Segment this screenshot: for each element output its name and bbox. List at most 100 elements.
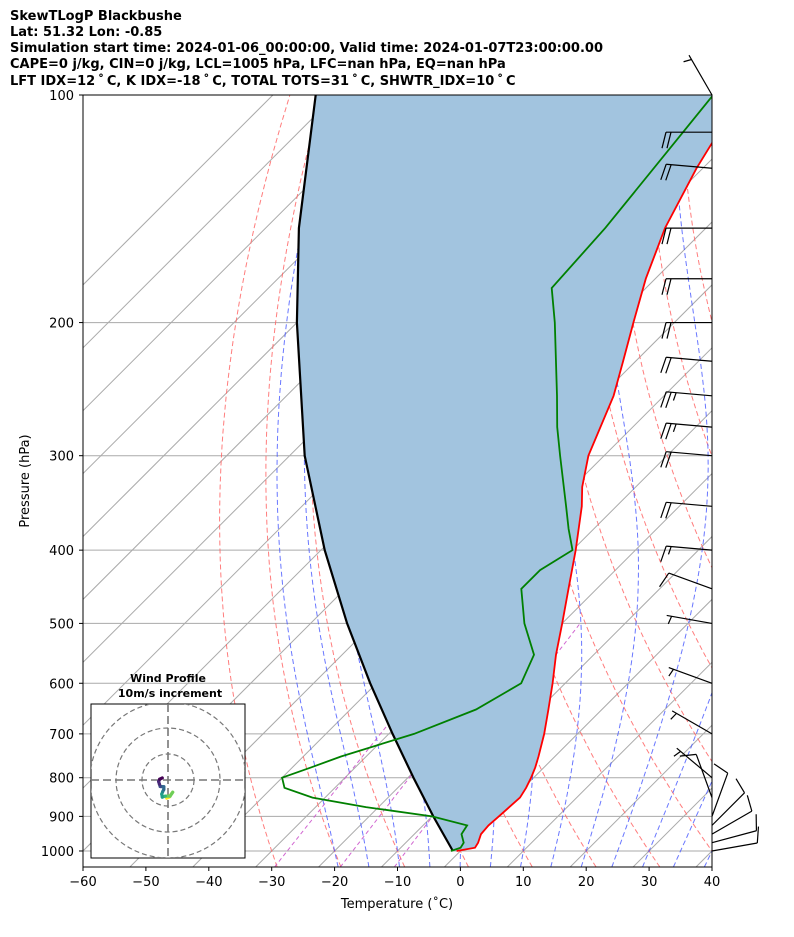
hodograph-title: Wind Profile — [130, 672, 206, 685]
barb-flag — [661, 278, 667, 295]
barb-flag — [665, 357, 672, 374]
wind-barb — [660, 545, 713, 562]
barb-flag — [666, 278, 672, 295]
dry-adiabat — [265, 95, 342, 867]
isotherm-line — [83, 95, 274, 286]
barb-flag — [756, 826, 760, 844]
barb-flag — [713, 763, 729, 774]
moist-adiabat — [580, 95, 639, 867]
temperature-line — [456, 141, 712, 852]
barb-flag — [660, 545, 667, 562]
x-tick-label: −30 — [258, 875, 285, 890]
barb-shaft — [688, 54, 713, 96]
y-tick-label: 900 — [49, 810, 74, 825]
time-line: Simulation start time: 2024-01-06_00:00:… — [10, 41, 603, 56]
cape-line: CAPE=0 j/kg, CIN=0 j/kg, LCL=1005 hPa, L… — [10, 57, 506, 72]
barb-shaft — [671, 710, 713, 735]
barb-half-flag — [668, 668, 674, 677]
wind-barb — [711, 763, 729, 817]
y-tick-label: 300 — [49, 450, 74, 465]
wind-barb — [661, 278, 712, 295]
hodograph-inset: Wind Profile 10m/s increment — [90, 672, 246, 859]
barb-shaft — [676, 747, 713, 779]
x-tick-label: 10 — [515, 875, 532, 890]
barb-shaft — [666, 422, 713, 428]
wind-barb — [660, 391, 713, 409]
barb-half-flag — [672, 423, 677, 432]
barb-flag — [661, 227, 667, 245]
chart-title: SkewTLogP Blackbushe — [10, 9, 182, 24]
barb-flag — [660, 357, 667, 374]
y-tick-label: 400 — [49, 544, 74, 559]
isotherm-line — [83, 95, 337, 349]
moist-adiabat — [642, 691, 712, 867]
y-tick-label: 200 — [49, 317, 74, 332]
isotherm-line — [695, 850, 712, 867]
y-tick-label: 100 — [49, 89, 74, 104]
barb-shaft — [711, 772, 729, 817]
wind-barb — [661, 227, 712, 245]
isotherm-line — [83, 95, 400, 412]
wind-barb — [711, 814, 758, 844]
barb-flag — [660, 391, 667, 408]
barb-flag — [660, 422, 667, 439]
barb-shaft — [666, 451, 713, 457]
dewpoint-line — [281, 95, 712, 852]
y-tick-label: 700 — [49, 728, 74, 743]
x-tick-label: −60 — [69, 875, 96, 890]
moist-adiabat — [611, 95, 709, 867]
barb-shaft — [666, 501, 713, 507]
barb-shaft — [666, 163, 713, 169]
parcel-profile-line — [295, 95, 454, 852]
barb-flag — [665, 392, 672, 409]
barb-shaft — [711, 830, 757, 844]
dry-adiabat — [713, 95, 794, 867]
hodograph-subtitle: 10m/s increment — [118, 687, 222, 700]
barb-flag — [666, 132, 672, 149]
dry-adiabat — [746, 95, 794, 867]
wind-barb — [661, 321, 712, 339]
wind-barb — [711, 826, 760, 852]
x-tick-label: −10 — [384, 875, 411, 890]
barb-shaft — [711, 810, 753, 835]
barb-flag — [661, 322, 667, 339]
barb-half-flag — [667, 546, 672, 555]
x-tick-label: 0 — [456, 875, 464, 890]
x-tick-label: −50 — [132, 875, 159, 890]
barb-shaft — [711, 792, 745, 826]
x-tick-label: −40 — [195, 875, 222, 890]
wind-barb — [660, 422, 713, 440]
x-axis-label: Temperature (˚C) — [340, 896, 453, 912]
wind-barb — [660, 451, 713, 468]
index-line: LFT IDX=12 ˚ C, K IDX=-18 ˚ C, TOTAL TOT… — [10, 74, 516, 89]
barb-shaft — [695, 754, 713, 798]
barb-flag — [660, 451, 667, 468]
x-tick-label: −20 — [321, 875, 348, 890]
barb-shaft — [666, 614, 713, 624]
barb-flag — [735, 778, 746, 794]
isotherm-line — [255, 409, 712, 867]
barb-flag — [660, 164, 667, 181]
moist-adiabat — [672, 779, 712, 867]
y-axis-label: Pressure (hPa) — [18, 434, 33, 527]
location-line: Lat: 51.32 Lon: -0.85 — [10, 25, 163, 40]
wind-barb — [673, 747, 713, 779]
y-tick-label: 600 — [49, 677, 74, 692]
barb-flag — [665, 451, 672, 468]
barb-shaft — [668, 572, 713, 590]
dry-adiabat — [778, 95, 794, 867]
wind-barb — [668, 666, 713, 684]
barb-flag — [665, 502, 672, 519]
barb-flag — [665, 423, 672, 440]
barb-flag — [666, 322, 672, 339]
barb-shaft — [666, 545, 713, 551]
wind-barb — [660, 501, 713, 519]
barb-shaft — [666, 356, 713, 362]
dry-adiabat — [219, 95, 291, 867]
x-tick-label: 20 — [578, 875, 595, 890]
barb-flag — [665, 164, 672, 181]
hodograph-segment — [158, 776, 164, 781]
barb-half-flag — [672, 392, 677, 401]
isotherm-line — [506, 661, 712, 867]
